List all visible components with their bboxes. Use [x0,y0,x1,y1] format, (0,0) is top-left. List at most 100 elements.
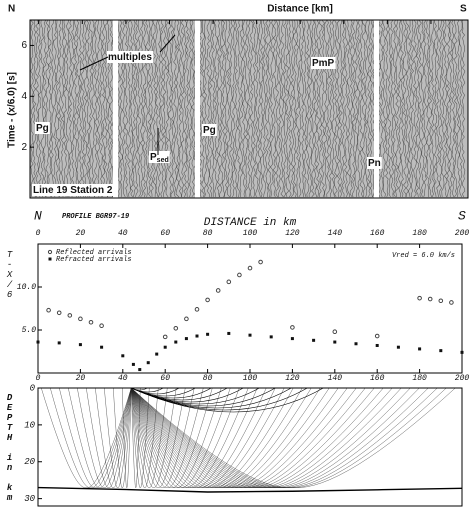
refracted-point [155,352,159,356]
ray [131,387,456,488]
seismic-trace [32,19,37,198]
seismic-trace [341,19,346,198]
x-tick-label: 180 [412,374,427,383]
direction-label: S [458,208,466,223]
seismic-trace [285,19,290,198]
seismic-trace [236,19,241,198]
seismic-trace [234,19,239,198]
reflected-point [56,310,62,316]
y-tick-label: 4 [21,91,27,102]
ray [68,387,132,488]
refracted-point [290,337,294,341]
ray [95,387,132,488]
seismic-trace [42,19,47,198]
ray [131,387,204,488]
frame [37,387,463,507]
annotation: multiples [108,52,152,63]
seismic-trace [47,19,52,198]
reflected-point [88,319,94,325]
ray [131,387,141,488]
seismic-trace [339,19,343,198]
ray [131,387,324,413]
y-axis-title: DEPTH in km [5,393,15,503]
y-tick-label: 10 [24,420,35,430]
refracted-point [375,343,379,347]
trace-gap [374,20,379,198]
ray [131,387,177,488]
annotation-subscript: sed [157,157,169,164]
seismic-trace [308,19,313,198]
reflected-point [78,316,83,322]
x-tick-label: 200 [455,374,470,383]
reflected-point [237,272,242,278]
seismic-trace [321,19,325,198]
x-tick-label: 160 [370,229,385,238]
profile-title: PROFILE BGR97-19 [62,213,129,221]
refracted-point [312,338,316,342]
seismic-trace [344,19,348,198]
seismic-trace [423,19,427,198]
x-tick-label: 160 [370,374,385,383]
refracted-point [195,334,199,338]
x-tick-label: 140 [328,229,343,238]
seismic-trace [354,19,359,198]
seismic-trace [288,19,292,198]
seismic-trace [203,19,208,198]
ray [50,387,132,488]
seismic-trace [219,19,223,198]
seismic-trace [216,19,221,198]
x-tick-label: 140 [423,11,440,22]
seismic-trace [443,19,448,198]
annotation-bg [311,57,336,69]
reflected-point [99,323,104,329]
trace-gap [113,20,118,198]
reflected-point [374,333,380,339]
seismic-trace [262,19,267,198]
direction-label: N [34,208,42,223]
seismic-trace [328,19,333,198]
seismic-trace [280,19,284,198]
seismic-trace [165,19,170,198]
seismic-trace [134,19,139,198]
annotation-bg [32,184,114,196]
seismic-trace [413,19,417,198]
seismic-trace [86,19,90,198]
seismic-trace [385,19,389,198]
seismic-trace [402,19,407,197]
x-tick-label: 60 [160,374,170,383]
seismic-trace [397,19,402,198]
ray [131,387,150,488]
seismic-trace [201,19,205,198]
x-tick-label: 0 [36,374,41,383]
seismic-trace [247,19,251,198]
seismic-trace [139,19,144,198]
seismic-trace [206,19,210,198]
seismic-trace [122,19,126,198]
x-tick-label: 140 [328,374,343,383]
seismic-trace [224,19,228,198]
ray [131,387,384,488]
x-axis-title: DISTANCE in km [204,217,297,229]
seismic-trace [68,19,73,198]
refracted-point [354,342,358,346]
x-tick-label: -20 [75,11,90,22]
refracted-point [418,347,422,351]
y-tick-label: 10.0 [17,283,36,292]
refracted-point [206,332,210,336]
x-tick-label: 20 [76,229,86,238]
seismic-trace [298,19,302,198]
refracted-point [163,345,167,349]
ray [131,387,168,488]
seismic-trace [405,19,410,198]
seismic-trace [155,19,159,198]
seismic-trace [362,19,366,198]
seismic-trace [359,19,364,198]
seismic-trace [254,19,259,198]
seismic-trace [242,19,246,198]
seismic-trace [316,19,320,198]
seismic-trace [430,19,435,198]
seismic-trace [387,19,392,198]
x-tick-label: 20 [164,11,176,22]
trace-gap [195,20,200,198]
